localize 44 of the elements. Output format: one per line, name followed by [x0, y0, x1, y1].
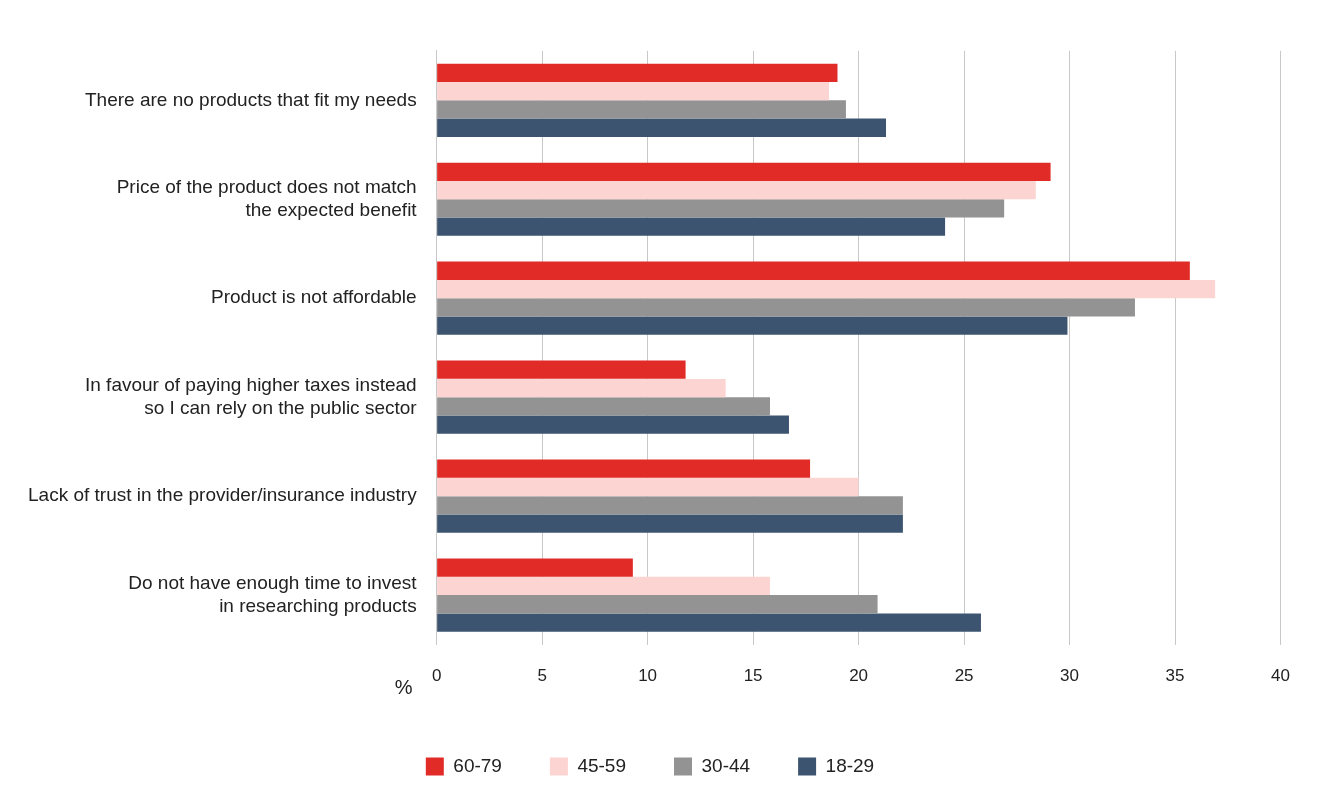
bar — [437, 496, 903, 515]
y-tick-label: There are no products that fit my needs — [85, 88, 417, 110]
legend-label: 45-59 — [577, 754, 627, 776]
x-axis-title: % — [394, 676, 413, 699]
bar — [437, 397, 770, 416]
y-tick-label: Do not have enough time to invest in researching products — [128, 571, 418, 616]
bar — [437, 180, 1036, 200]
x-tick-label: 25 — [954, 666, 974, 686]
bar — [437, 81, 830, 101]
bar — [437, 261, 1190, 280]
x-tick-label: 35 — [1165, 666, 1185, 686]
bar — [437, 360, 686, 379]
legend-label: 18-29 — [825, 754, 875, 776]
x-tick-label: 20 — [849, 666, 869, 686]
bar — [437, 298, 1135, 317]
bar — [437, 162, 1051, 181]
bar — [437, 118, 887, 137]
y-tick-label: Product is not affordable — [211, 286, 417, 308]
y-tick-label: Price of the product does not match the expected benefit — [116, 176, 418, 220]
x-tick-label: 0 — [431, 666, 442, 686]
x-tick-label: 40 — [1271, 666, 1291, 686]
bar — [437, 415, 789, 434]
bar — [437, 558, 633, 577]
bar — [437, 514, 903, 533]
y-tick-label: In favour of paying higher taxes instead so I can rely on the public sector — [84, 374, 418, 418]
bar — [437, 217, 946, 236]
x-tick-label: 15 — [743, 666, 763, 686]
y-tick-label: Lack of trust in the provider/insurance industry — [28, 484, 418, 506]
legend-label: 30-44 — [701, 754, 751, 776]
bar — [437, 378, 726, 398]
legend-label: 60-79 — [453, 754, 502, 776]
x-tick-label: 10 — [638, 666, 658, 686]
bar — [437, 316, 1068, 335]
x-tick-label: 30 — [1060, 666, 1080, 686]
bar — [437, 199, 1005, 218]
bar — [437, 477, 859, 497]
bar — [437, 595, 878, 614]
bar — [437, 613, 981, 632]
bar — [437, 576, 770, 596]
bar — [437, 279, 1216, 299]
bar — [437, 63, 838, 82]
bar — [437, 459, 811, 478]
bar — [437, 100, 846, 119]
x-tick-label: 5 — [537, 666, 547, 686]
